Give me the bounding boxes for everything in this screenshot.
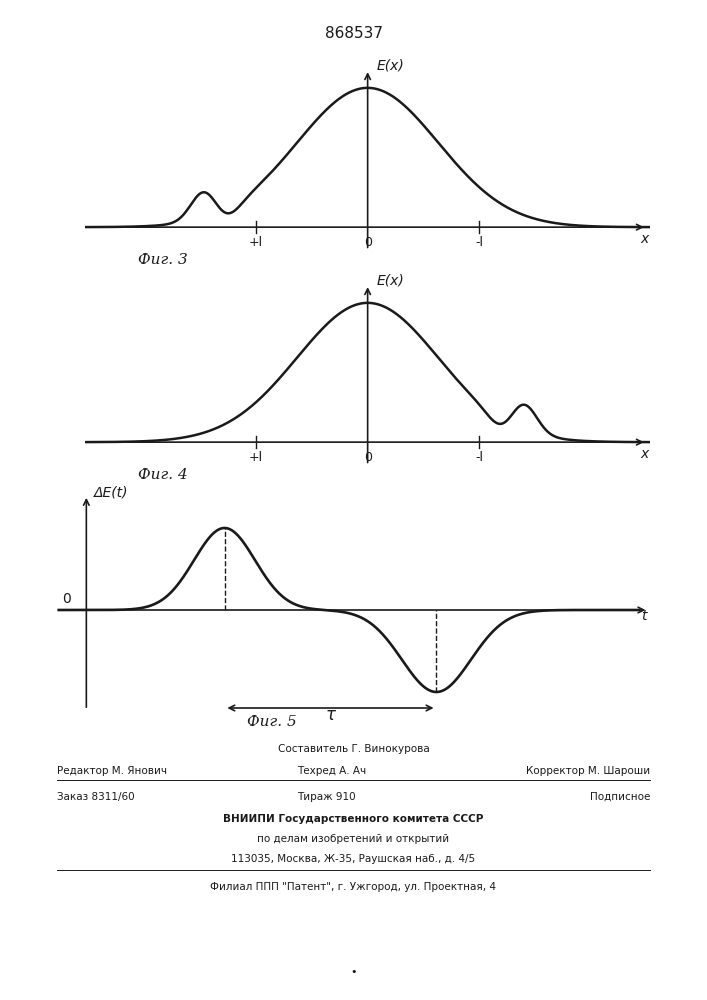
Text: 0: 0 [363, 451, 372, 464]
Text: Фиг. 4: Фиг. 4 [138, 468, 187, 482]
Text: Корректор М. Шароши: Корректор М. Шароши [526, 766, 650, 776]
Text: -l: -l [475, 236, 484, 249]
Text: +l: +l [249, 451, 263, 464]
Text: Филиал ППП "Патент", г. Ужгород, ул. Проектная, 4: Филиал ППП "Патент", г. Ужгород, ул. Про… [211, 882, 496, 892]
Text: t: t [641, 609, 646, 623]
Text: 0: 0 [62, 592, 71, 606]
Text: Фиг. 5: Фиг. 5 [247, 715, 297, 729]
Text: E(x): E(x) [377, 273, 404, 287]
Text: E(x): E(x) [377, 58, 404, 72]
Text: ΔE(t): ΔE(t) [94, 486, 128, 500]
Text: τ: τ [325, 706, 335, 724]
Text: +l: +l [249, 236, 263, 249]
Text: 113035, Москва, Ж-35, Раушская наб., д. 4/5: 113035, Москва, Ж-35, Раушская наб., д. … [231, 854, 476, 864]
Text: x: x [641, 447, 648, 461]
Text: x: x [641, 232, 648, 246]
Text: Подписное: Подписное [590, 792, 650, 802]
Text: Заказ 8311/60: Заказ 8311/60 [57, 792, 134, 802]
Text: Тираж 910: Тираж 910 [297, 792, 356, 802]
Text: 0: 0 [363, 236, 372, 249]
Text: 868537: 868537 [325, 26, 382, 41]
Text: •: • [350, 967, 357, 977]
Text: ВНИИПИ Государственного комитета СССР: ВНИИПИ Государственного комитета СССР [223, 814, 484, 824]
Text: по делам изобретений и открытий: по делам изобретений и открытий [257, 834, 450, 844]
Text: -l: -l [475, 451, 484, 464]
Text: Фиг. 3: Фиг. 3 [138, 253, 187, 267]
Text: Составитель Г. Винокурова: Составитель Г. Винокурова [278, 744, 429, 754]
Text: Редактор М. Янович: Редактор М. Янович [57, 766, 167, 776]
Text: Техред А. Ач: Техред А. Ач [297, 766, 366, 776]
